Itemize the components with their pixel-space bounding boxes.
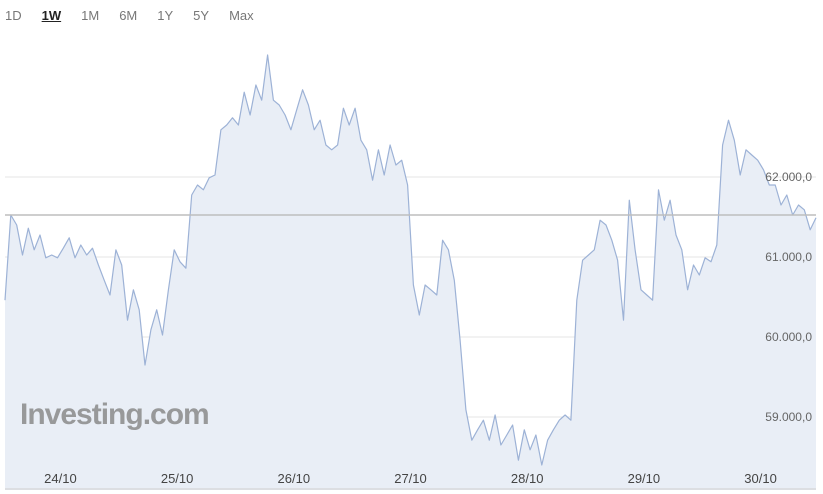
x-tick-label: 30/10	[744, 471, 777, 486]
range-tab[interactable]: 1W	[41, 8, 62, 23]
y-tick-label: 59.000,0	[765, 410, 812, 424]
range-tab[interactable]: 1Y	[157, 8, 174, 23]
range-tab[interactable]: 1D	[5, 8, 22, 23]
y-tick-label: 60.000,0	[765, 330, 812, 344]
area-fill	[5, 55, 816, 490]
x-tick-label: 27/10	[394, 471, 427, 486]
price-line	[4, 54, 817, 466]
x-tick-label: 25/10	[161, 471, 194, 486]
x-tick-label: 24/10	[44, 471, 77, 486]
range-tab[interactable]: Max	[229, 8, 254, 23]
watermark: Investing.com	[20, 398, 209, 431]
range-tab[interactable]: 5Y	[193, 8, 210, 23]
x-tick-label: 28/10	[511, 471, 544, 486]
x-tick-label: 26/10	[278, 471, 311, 486]
x-tick-label: 29/10	[628, 471, 661, 486]
range-tab[interactable]: 6M	[119, 8, 138, 23]
y-tick-label: 61.000,0	[765, 250, 812, 264]
range-tab[interactable]: 1M	[81, 8, 100, 23]
y-tick-label: 62.000,0	[765, 170, 812, 184]
range-tabs: 1D 1W 1M 6M 1Y 5Y Max	[0, 8, 269, 30]
